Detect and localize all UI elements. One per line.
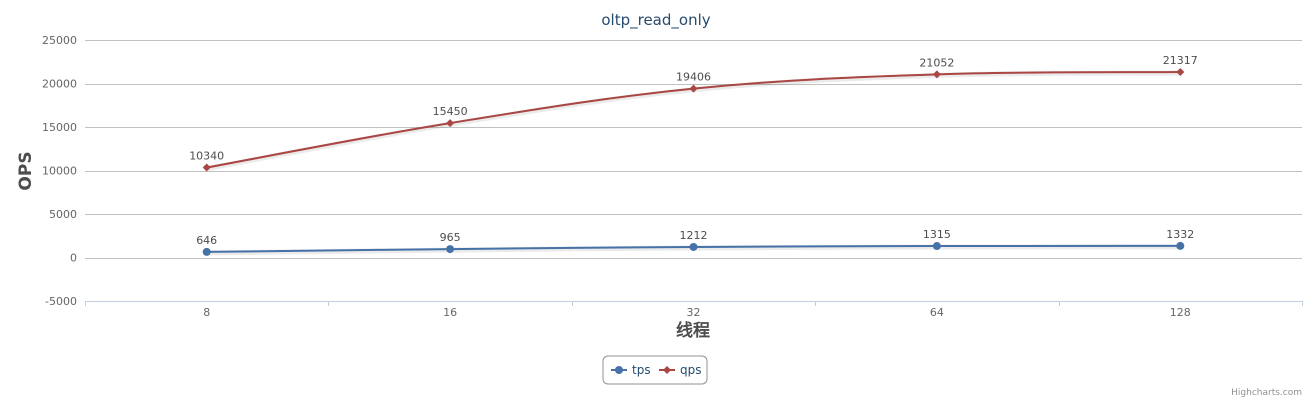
- x-axis-title: 线程: [676, 320, 710, 341]
- legend: tps qps: [602, 355, 708, 385]
- y-tick-label: 20000: [42, 78, 77, 91]
- y-tick-label: -5000: [45, 295, 77, 308]
- legend-circle-marker-icon: [615, 366, 623, 374]
- data-point-tps: [932, 242, 941, 251]
- y-tick-label: 15000: [42, 121, 77, 134]
- y-tick-label: 25000: [42, 34, 77, 47]
- legend-label-qps: qps: [680, 363, 702, 377]
- x-tick-label: 64: [930, 306, 944, 319]
- data-label-qps: 15450: [433, 105, 468, 118]
- y-tick-label: 10000: [42, 165, 77, 178]
- data-label-tps: 1332: [1166, 228, 1194, 241]
- data-label-tps: 1212: [680, 229, 708, 242]
- series: 646 965 1212 1315 1332 10340 15450 19406 21052 21…: [189, 54, 1198, 256]
- gridlines: [85, 40, 1302, 302]
- data-point-qps: [1176, 68, 1185, 77]
- chart-title: oltp_read_only: [601, 11, 710, 30]
- data-point-qps: [689, 84, 698, 93]
- data-label-qps: 21317: [1163, 54, 1198, 67]
- x-tick-label: 8: [203, 306, 210, 319]
- legend-item-qps[interactable]: qps: [659, 363, 702, 377]
- x-tick-label: 128: [1170, 306, 1191, 319]
- data-label-tps: 1315: [923, 228, 951, 241]
- y-tick-label: 0: [70, 252, 77, 265]
- data-point-qps: [446, 119, 455, 128]
- legend-item-tps[interactable]: tps: [611, 363, 651, 377]
- data-point-qps: [932, 70, 941, 79]
- y-axis-title: OPS: [16, 151, 36, 190]
- data-point-tps: [1176, 241, 1185, 250]
- data-point-tps: [446, 245, 455, 254]
- data-label-qps: 19406: [676, 71, 711, 84]
- credits-link[interactable]: Highcharts.com: [1231, 388, 1302, 398]
- data-label-qps: 21052: [919, 56, 954, 69]
- data-label-tps: 646: [196, 234, 217, 247]
- legend-label-tps: tps: [632, 363, 651, 377]
- data-point-tps: [689, 242, 698, 251]
- x-tick-label: 32: [687, 306, 701, 319]
- data-label-qps: 10340: [189, 150, 224, 163]
- legend-diamond-marker-icon: [663, 366, 671, 374]
- axes: -5000 0 5000 10000 15000 20000 25000 8 16 32 64 128: [42, 34, 1303, 319]
- legend-box: [602, 355, 708, 385]
- data-point-qps: [202, 163, 211, 172]
- x-tick-label: 16: [443, 306, 457, 319]
- y-tick-label: 5000: [49, 208, 77, 221]
- data-point-tps: [202, 247, 211, 256]
- data-label-tps: 965: [440, 231, 461, 244]
